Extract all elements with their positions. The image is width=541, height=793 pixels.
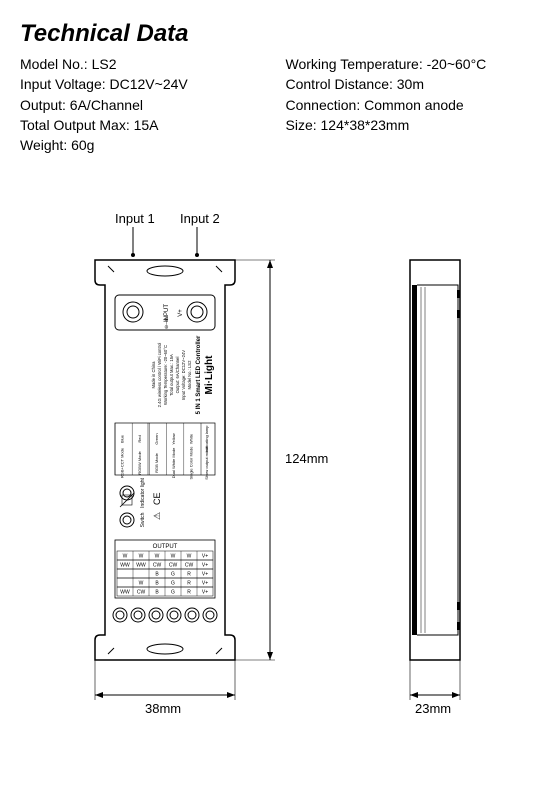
svg-text:⚠: ⚠ [152, 512, 162, 520]
output-label: OUTPUT [153, 544, 178, 550]
svg-text:5 IN 1 Smart LED Controller: 5 IN 1 Smart LED Controller [196, 335, 202, 414]
svg-text:WW: WW [136, 563, 146, 569]
svg-text:W: W [187, 554, 192, 560]
svg-text:G: G [171, 581, 175, 587]
svg-text:124mm: 124mm [285, 451, 328, 466]
svg-text:Output: 6A/Channel: Output: 6A/Channel [175, 357, 180, 394]
svg-text:Made in China: Made in China [151, 361, 156, 389]
svg-text:V+: V+ [202, 554, 208, 560]
svg-text:V+: V+ [202, 572, 208, 578]
svg-text:R: R [187, 581, 191, 587]
svg-text:Model No.: LS2: Model No.: LS2 [187, 360, 192, 390]
specs-right-col: Working Temperature: -20~60°CControl Dis… [286, 54, 522, 155]
svg-text:Green: Green [154, 434, 159, 445]
svg-text:V+: V+ [202, 563, 208, 569]
svg-text:W: W [139, 554, 144, 560]
spec-row: Output: 6A/Channel [20, 95, 256, 115]
svg-text:R: R [187, 572, 191, 578]
spec-row: Total Output Max: 15A [20, 115, 256, 135]
svg-text:Red: Red [137, 436, 142, 443]
svg-text:White: White [188, 434, 193, 445]
svg-text:Mi·Light: Mi·Light [204, 355, 215, 395]
svg-text:RGBW Mode: RGBW Mode [137, 451, 142, 475]
dim-width: 38mm [95, 660, 235, 716]
svg-text:CE: CE [152, 493, 162, 506]
spec-row: Weight: 60g [20, 135, 256, 155]
svg-text:W: W [155, 554, 160, 560]
svg-text:G: G [171, 572, 175, 578]
svg-text:CW: CW [169, 563, 178, 569]
svg-text:RGB Mode: RGB Mode [154, 453, 159, 474]
svg-text:Dual White Mode: Dual White Mode [171, 447, 176, 478]
svg-text:WW: WW [120, 563, 130, 569]
svg-text:Show output mode: Show output mode [204, 446, 209, 480]
svg-text:RGB+CCT Mode: RGB+CCT Mode [120, 448, 125, 479]
page-title: Technical Data [20, 20, 521, 48]
svg-text:W: W [123, 554, 128, 560]
specs-left-col: Model No.: LS2Input Voltage: DC12V~24VOu… [20, 54, 256, 155]
svg-text:R: R [187, 590, 191, 596]
svg-text:Yellow: Yellow [171, 434, 176, 446]
svg-text:Input Voltage: DC12V~24V: Input Voltage: DC12V~24V [181, 350, 186, 400]
svg-text:W: W [139, 581, 144, 587]
input2-label: Input 2 [180, 211, 220, 226]
device-side [410, 260, 460, 660]
svg-text:V+: V+ [202, 590, 208, 596]
svg-text:CW: CW [185, 563, 194, 569]
svg-text:Single Color Mode: Single Color Mode [188, 446, 193, 480]
input1-label: Input 1 [115, 211, 155, 226]
specs-block: Model No.: LS2Input Voltage: DC12V~24VOu… [20, 54, 521, 155]
svg-text:⊖─⊕: ⊖─⊕ [164, 318, 170, 330]
svg-text:CW: CW [153, 563, 162, 569]
spec-row: Control Distance: 30m [286, 74, 522, 94]
svg-text:2.4G wireless control / WiFi c: 2.4G wireless control / WiFi control [157, 343, 162, 408]
dim-depth: 23mm [410, 660, 460, 716]
spec-row: Model No.: LS2 [20, 54, 256, 74]
indicator-light-label: Indicator light [140, 478, 146, 508]
svg-text:23mm: 23mm [415, 701, 451, 716]
device-front: INPUT ⊖─⊕ V+ Mi·Light5 IN 1 Smart LED Co… [95, 260, 235, 660]
switch-label: Switch [140, 513, 146, 528]
svg-text:38mm: 38mm [145, 701, 181, 716]
spec-row: Working Temperature: -20~60°C [286, 54, 522, 74]
spec-row: Input Voltage: DC12V~24V [20, 74, 256, 94]
svg-text:Blue: Blue [120, 435, 125, 444]
technical-diagram: Input 1 Input 2 INPUT ⊖─⊕ V+ Mi·Light5 I… [20, 205, 520, 725]
dim-height: 124mm [235, 260, 328, 660]
svg-text:G: G [171, 590, 175, 596]
svg-text:CW: CW [137, 590, 146, 596]
spec-row: Size: 124*38*23mm [286, 115, 522, 135]
svg-text:WW: WW [120, 590, 130, 596]
svg-text:Working Temperature: -20~60°C: Working Temperature: -20~60°C [163, 345, 168, 405]
v-plus-label: V+ [178, 309, 184, 317]
svg-text:V+: V+ [202, 581, 208, 587]
spec-row: Connection: Common anode [286, 95, 522, 115]
svg-text:Total output Max.: 15A: Total output Max.: 15A [169, 354, 174, 396]
svg-text:W: W [171, 554, 176, 560]
